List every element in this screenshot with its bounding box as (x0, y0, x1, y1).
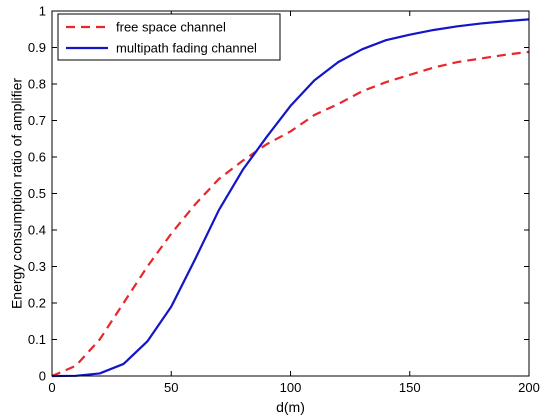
y-tick-label: 0.9 (28, 40, 46, 55)
legend-label-0: free space channel (116, 20, 226, 35)
y-axis-label: Energy consumption ratio of amplifier (9, 78, 25, 309)
y-tick-label: 0.6 (28, 150, 46, 165)
axis-ticks (51, 10, 530, 377)
x-tick-label: 0 (48, 380, 55, 395)
x-tick-label: 150 (399, 380, 421, 395)
series-line-1 (51, 18, 530, 378)
x-tick-label: 100 (280, 380, 302, 395)
y-tick-label: 0.4 (28, 223, 46, 238)
x-tick-label: 50 (164, 380, 178, 395)
plot-lines (51, 18, 530, 378)
y-tick-label: 0.3 (28, 259, 46, 274)
x-axis-label: d(m) (276, 399, 305, 415)
y-tick-label: 0.7 (28, 113, 46, 128)
y-tick-label: 0.1 (28, 332, 46, 347)
axis-tick-labels: 0 50 100 150 200 0 0.1 0.2 0.3 0.4 0.5 0.6 0.7 0.8 0.9… (28, 4, 540, 396)
legend-box (57, 13, 281, 61)
legend-label-1: multipath fading channel (116, 41, 257, 56)
y-tick-label: 1 (39, 4, 46, 19)
y-tick-label: 0.8 (28, 77, 46, 92)
y-tick-label: 0.5 (28, 186, 46, 201)
y-tick-label: 0 (39, 369, 46, 384)
legend: free space channel multipath fading chann… (57, 13, 281, 61)
x-tick-label: 200 (518, 380, 540, 395)
y-tick-label: 0.2 (28, 296, 46, 311)
series-line-0 (51, 50, 530, 378)
